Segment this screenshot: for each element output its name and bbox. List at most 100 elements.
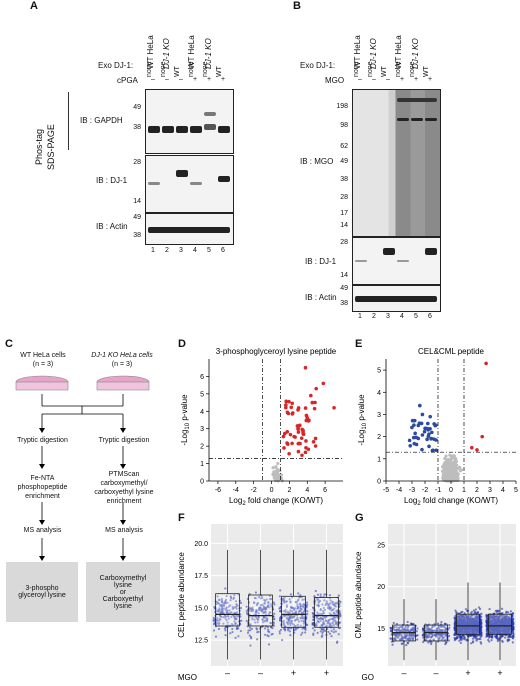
data-point xyxy=(472,620,476,623)
data-point xyxy=(300,607,303,611)
data-point xyxy=(476,616,479,619)
lane-number: 1 xyxy=(151,247,155,254)
data-point xyxy=(284,610,287,614)
data-point xyxy=(389,637,392,640)
data-point xyxy=(471,641,475,644)
data-point xyxy=(501,634,504,638)
data-point xyxy=(331,603,334,606)
data-point xyxy=(327,603,330,606)
data-point-significant xyxy=(284,405,288,410)
data-point xyxy=(264,607,268,611)
data-point xyxy=(272,622,275,625)
data-point xyxy=(235,627,238,630)
data-point xyxy=(338,605,341,608)
data-point xyxy=(225,594,228,598)
data-point xyxy=(425,628,428,631)
exo-value: none xyxy=(353,61,360,77)
data-point-significant xyxy=(470,445,474,450)
data-point xyxy=(212,618,215,622)
data-point xyxy=(296,603,299,606)
y-tick-label: 15 xyxy=(377,626,385,633)
data-point xyxy=(413,634,416,637)
data-point xyxy=(399,638,402,641)
y-tick-label: 0 xyxy=(377,479,381,486)
data-point-significant xyxy=(313,436,318,441)
data-point xyxy=(454,609,457,612)
blot-gapdh xyxy=(145,89,234,154)
data-point xyxy=(409,622,413,625)
data-point xyxy=(327,630,330,633)
box-plot-g: 15 20 25 – – + + GO CML peptide abundance xyxy=(354,524,516,682)
blot-actin-b xyxy=(352,285,441,312)
data-point-down xyxy=(420,412,425,417)
data-point xyxy=(406,641,409,645)
data-point-significant xyxy=(281,434,286,439)
data-point xyxy=(239,601,243,605)
data-point xyxy=(485,621,489,625)
data-point xyxy=(453,626,456,629)
data-point xyxy=(217,601,220,605)
data-point xyxy=(321,612,324,615)
data-point xyxy=(266,620,269,623)
data-point xyxy=(397,629,400,632)
data-point xyxy=(248,626,252,629)
data-point xyxy=(467,626,470,630)
data-point xyxy=(315,622,318,625)
data-point xyxy=(284,627,287,631)
data-point xyxy=(287,611,290,615)
data-point xyxy=(464,616,467,619)
data-point xyxy=(460,638,463,642)
x-tick-label: + xyxy=(497,668,502,678)
data-point xyxy=(222,604,226,607)
x-tick-label: -6 xyxy=(215,487,221,494)
data-point xyxy=(300,633,303,636)
data-point xyxy=(332,628,335,631)
x-tick-label: -3 xyxy=(409,487,415,494)
data-point xyxy=(278,630,281,633)
data-point xyxy=(283,601,286,604)
data-point xyxy=(512,627,515,631)
data-point xyxy=(329,622,332,625)
data-point-significant xyxy=(289,405,294,410)
data-point xyxy=(217,598,221,601)
data-point xyxy=(289,593,293,596)
data-point xyxy=(279,610,282,613)
data-point xyxy=(249,644,252,647)
data-point xyxy=(271,466,275,470)
data-point xyxy=(422,628,425,631)
data-point xyxy=(295,610,298,613)
data-point xyxy=(406,627,409,630)
data-point xyxy=(328,624,331,627)
data-point xyxy=(316,631,319,634)
data-point xyxy=(445,641,448,644)
x-tick-label: + xyxy=(291,668,296,678)
data-point xyxy=(496,637,499,641)
exo-value: none xyxy=(395,61,402,77)
data-point xyxy=(272,601,275,604)
exo-value: none xyxy=(146,61,153,77)
data-point xyxy=(338,621,341,624)
panel-label-f: F xyxy=(178,512,185,524)
x-axis-label: MGO xyxy=(178,673,197,682)
x-tick-label: + xyxy=(324,668,329,678)
result-box-right: Carboxymethyl lysine or Carboxyethyl lys… xyxy=(86,562,160,622)
data-point xyxy=(391,643,394,646)
data-point-significant xyxy=(285,430,290,434)
panel-label-c: C xyxy=(5,338,13,350)
data-point xyxy=(441,636,444,639)
mw-marker: 17 xyxy=(340,210,348,217)
exo-value: none xyxy=(188,61,195,77)
data-point xyxy=(339,600,342,604)
mw-marker: 38 xyxy=(340,176,348,183)
data-point xyxy=(261,603,264,607)
data-point xyxy=(412,628,415,632)
lane-number: 2 xyxy=(372,313,376,320)
exo-label: Exo DJ-1: xyxy=(300,61,336,70)
data-point xyxy=(261,609,264,612)
y-tick-label: 15.0 xyxy=(194,605,208,612)
data-point xyxy=(470,642,473,645)
data-point xyxy=(422,640,425,644)
y-tick-label: 25 xyxy=(377,542,385,549)
data-point xyxy=(256,638,259,641)
data-point xyxy=(431,633,434,636)
